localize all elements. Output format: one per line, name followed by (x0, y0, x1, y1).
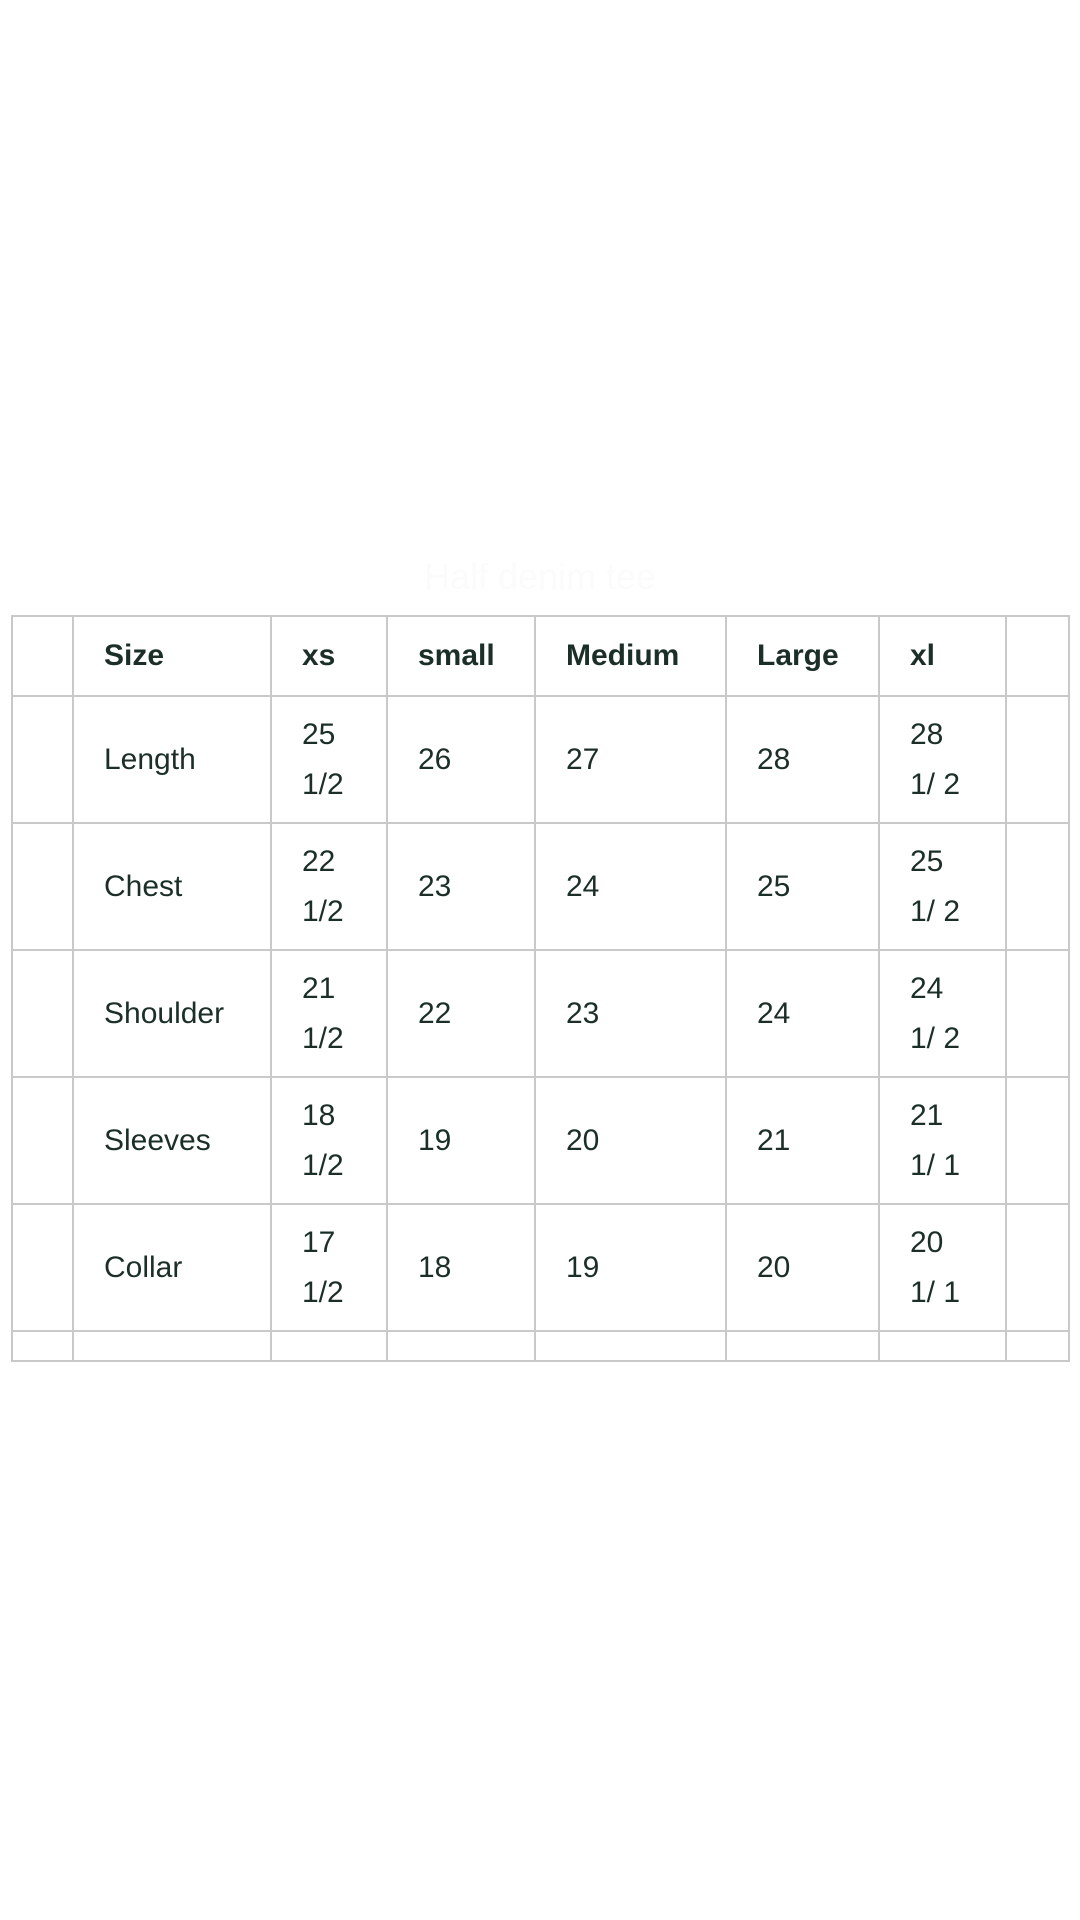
empty-cell (1005, 949, 1070, 1078)
empty-cell (534, 1330, 727, 1362)
empty-cell (11, 949, 74, 1078)
value-cell: 22 (386, 949, 536, 1078)
value-cell: 24 (534, 822, 727, 951)
value-cell: 21 (725, 1076, 880, 1205)
value-cell: 20 (534, 1076, 727, 1205)
table-row: Sleeves 18 1/2 19 20 21 21 1/ 1 (11, 1076, 1070, 1205)
value-cell: 24 1/ 2 (878, 949, 1007, 1078)
row-label: Chest (72, 822, 272, 951)
value-cell: 26 (386, 695, 536, 824)
value-cell: 28 (725, 695, 880, 824)
empty-cell (11, 1076, 74, 1205)
empty-cell (72, 1330, 272, 1362)
empty-cell (1005, 1076, 1070, 1205)
header-cell: Size (72, 615, 272, 697)
table-row: Collar 17 1/2 18 19 20 20 1/ 1 (11, 1203, 1070, 1332)
value-cell: 25 (725, 822, 880, 951)
empty-cell (725, 1330, 880, 1362)
value-cell: 17 1/2 (270, 1203, 388, 1332)
value-cell: 25 1/ 2 (878, 822, 1007, 951)
value-cell: 18 (386, 1203, 536, 1332)
header-cell: Medium (534, 615, 727, 697)
empty-cell (11, 695, 74, 824)
value-cell: 27 (534, 695, 727, 824)
empty-cell (1005, 822, 1070, 951)
product-title: Half denim tee (423, 556, 657, 597)
header-cell: small (386, 615, 536, 697)
value-cell: 18 1/2 (270, 1076, 388, 1205)
row-label: Collar (72, 1203, 272, 1332)
header-row: Size xs small Medium Large xl (11, 615, 1070, 697)
row-label: Length (72, 695, 272, 824)
value-cell: 25 1/2 (270, 695, 388, 824)
empty-cell (11, 1203, 74, 1332)
empty-cell (878, 1330, 1007, 1362)
empty-cell (386, 1330, 536, 1362)
table-row: Length 25 1/2 26 27 28 28 1/ 2 (11, 695, 1070, 824)
value-cell: 21 1/2 (270, 949, 388, 1078)
empty-cell (1005, 1330, 1070, 1362)
value-cell: 24 (725, 949, 880, 1078)
value-cell: 28 1/ 2 (878, 695, 1007, 824)
empty-cell (1005, 695, 1070, 824)
table-row: Chest 22 1/2 23 24 25 25 1/ 2 (11, 822, 1070, 951)
header-cell: xl (878, 615, 1007, 697)
empty-cell (1005, 1203, 1070, 1332)
value-cell: 22 1/2 (270, 822, 388, 951)
row-label: Sleeves (72, 1076, 272, 1205)
size-chart-table: Size xs small Medium Large xl Length 25 1/2 26 27… (11, 615, 1070, 1362)
empty-cell (1005, 615, 1070, 697)
value-cell: 20 1/ 1 (878, 1203, 1007, 1332)
header-cell: xs (270, 615, 388, 697)
value-cell: 23 (534, 949, 727, 1078)
table-row: Shoulder 21 1/2 22 23 24 24 1/ 2 (11, 949, 1070, 1078)
empty-cell (270, 1330, 388, 1362)
value-cell: 23 (386, 822, 536, 951)
empty-cell (11, 1330, 74, 1362)
value-cell: 21 1/ 1 (878, 1076, 1007, 1205)
header-cell: Large (725, 615, 880, 697)
value-cell: 19 (534, 1203, 727, 1332)
empty-cell (11, 615, 74, 697)
value-cell: 19 (386, 1076, 536, 1205)
value-cell: 20 (725, 1203, 880, 1332)
empty-cell (11, 822, 74, 951)
empty-row (11, 1330, 1070, 1362)
row-label: Shoulder (72, 949, 272, 1078)
